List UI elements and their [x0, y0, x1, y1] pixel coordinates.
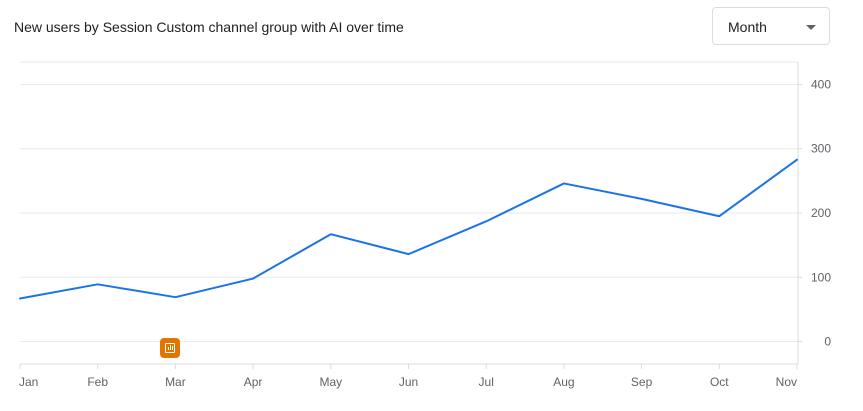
x-tick-label: May — [319, 375, 342, 389]
x-tick-label: Mar — [165, 375, 186, 389]
y-axis-ticks: 0 100 200 300 400 — [811, 77, 831, 348]
data-point[interactable] — [325, 228, 337, 240]
data-point[interactable] — [558, 177, 570, 189]
chevron-down-icon — [806, 25, 816, 30]
x-tick-label: Oct — [710, 375, 729, 389]
y-tick-label: 300 — [811, 142, 831, 156]
annotation-marker[interactable] — [160, 338, 180, 358]
x-tick-label: Jul — [479, 375, 494, 389]
data-point[interactable] — [247, 273, 259, 285]
annotation-chart-icon — [165, 343, 175, 353]
x-tick-label: Aug — [553, 375, 574, 389]
chart-title: New users by Session Custom channel grou… — [14, 19, 404, 35]
data-point[interactable] — [403, 248, 415, 260]
gridlines — [20, 61, 802, 365]
period-dropdown[interactable]: Month — [712, 7, 830, 45]
series-layer — [14, 154, 803, 304]
y-tick-label: 0 — [824, 335, 831, 349]
series-line — [19, 158, 798, 300]
x-tick-label: Jun — [399, 375, 418, 389]
x-tick-label: Feb — [87, 375, 108, 389]
x-tick-label: Sep — [631, 375, 653, 389]
y-tick-label: 100 — [811, 270, 831, 284]
data-point[interactable] — [92, 278, 104, 290]
x-axis-ticks: Jan Feb Mar Apr May Jun Jul Aug Sep Oct Nov — [19, 364, 798, 389]
data-point[interactable] — [791, 154, 803, 166]
data-point[interactable] — [480, 215, 492, 227]
y-tick-label: 200 — [811, 206, 831, 220]
x-tick-label: Jan — [19, 375, 38, 389]
y-tick-label: 400 — [811, 77, 831, 91]
x-tick-label: Apr — [244, 375, 263, 389]
data-point[interactable] — [636, 193, 648, 205]
x-tick-label: Nov — [776, 375, 797, 389]
data-point[interactable] — [14, 292, 26, 304]
period-dropdown-value: Month — [728, 19, 767, 35]
data-point[interactable] — [169, 291, 181, 303]
data-point[interactable] — [713, 210, 725, 222]
